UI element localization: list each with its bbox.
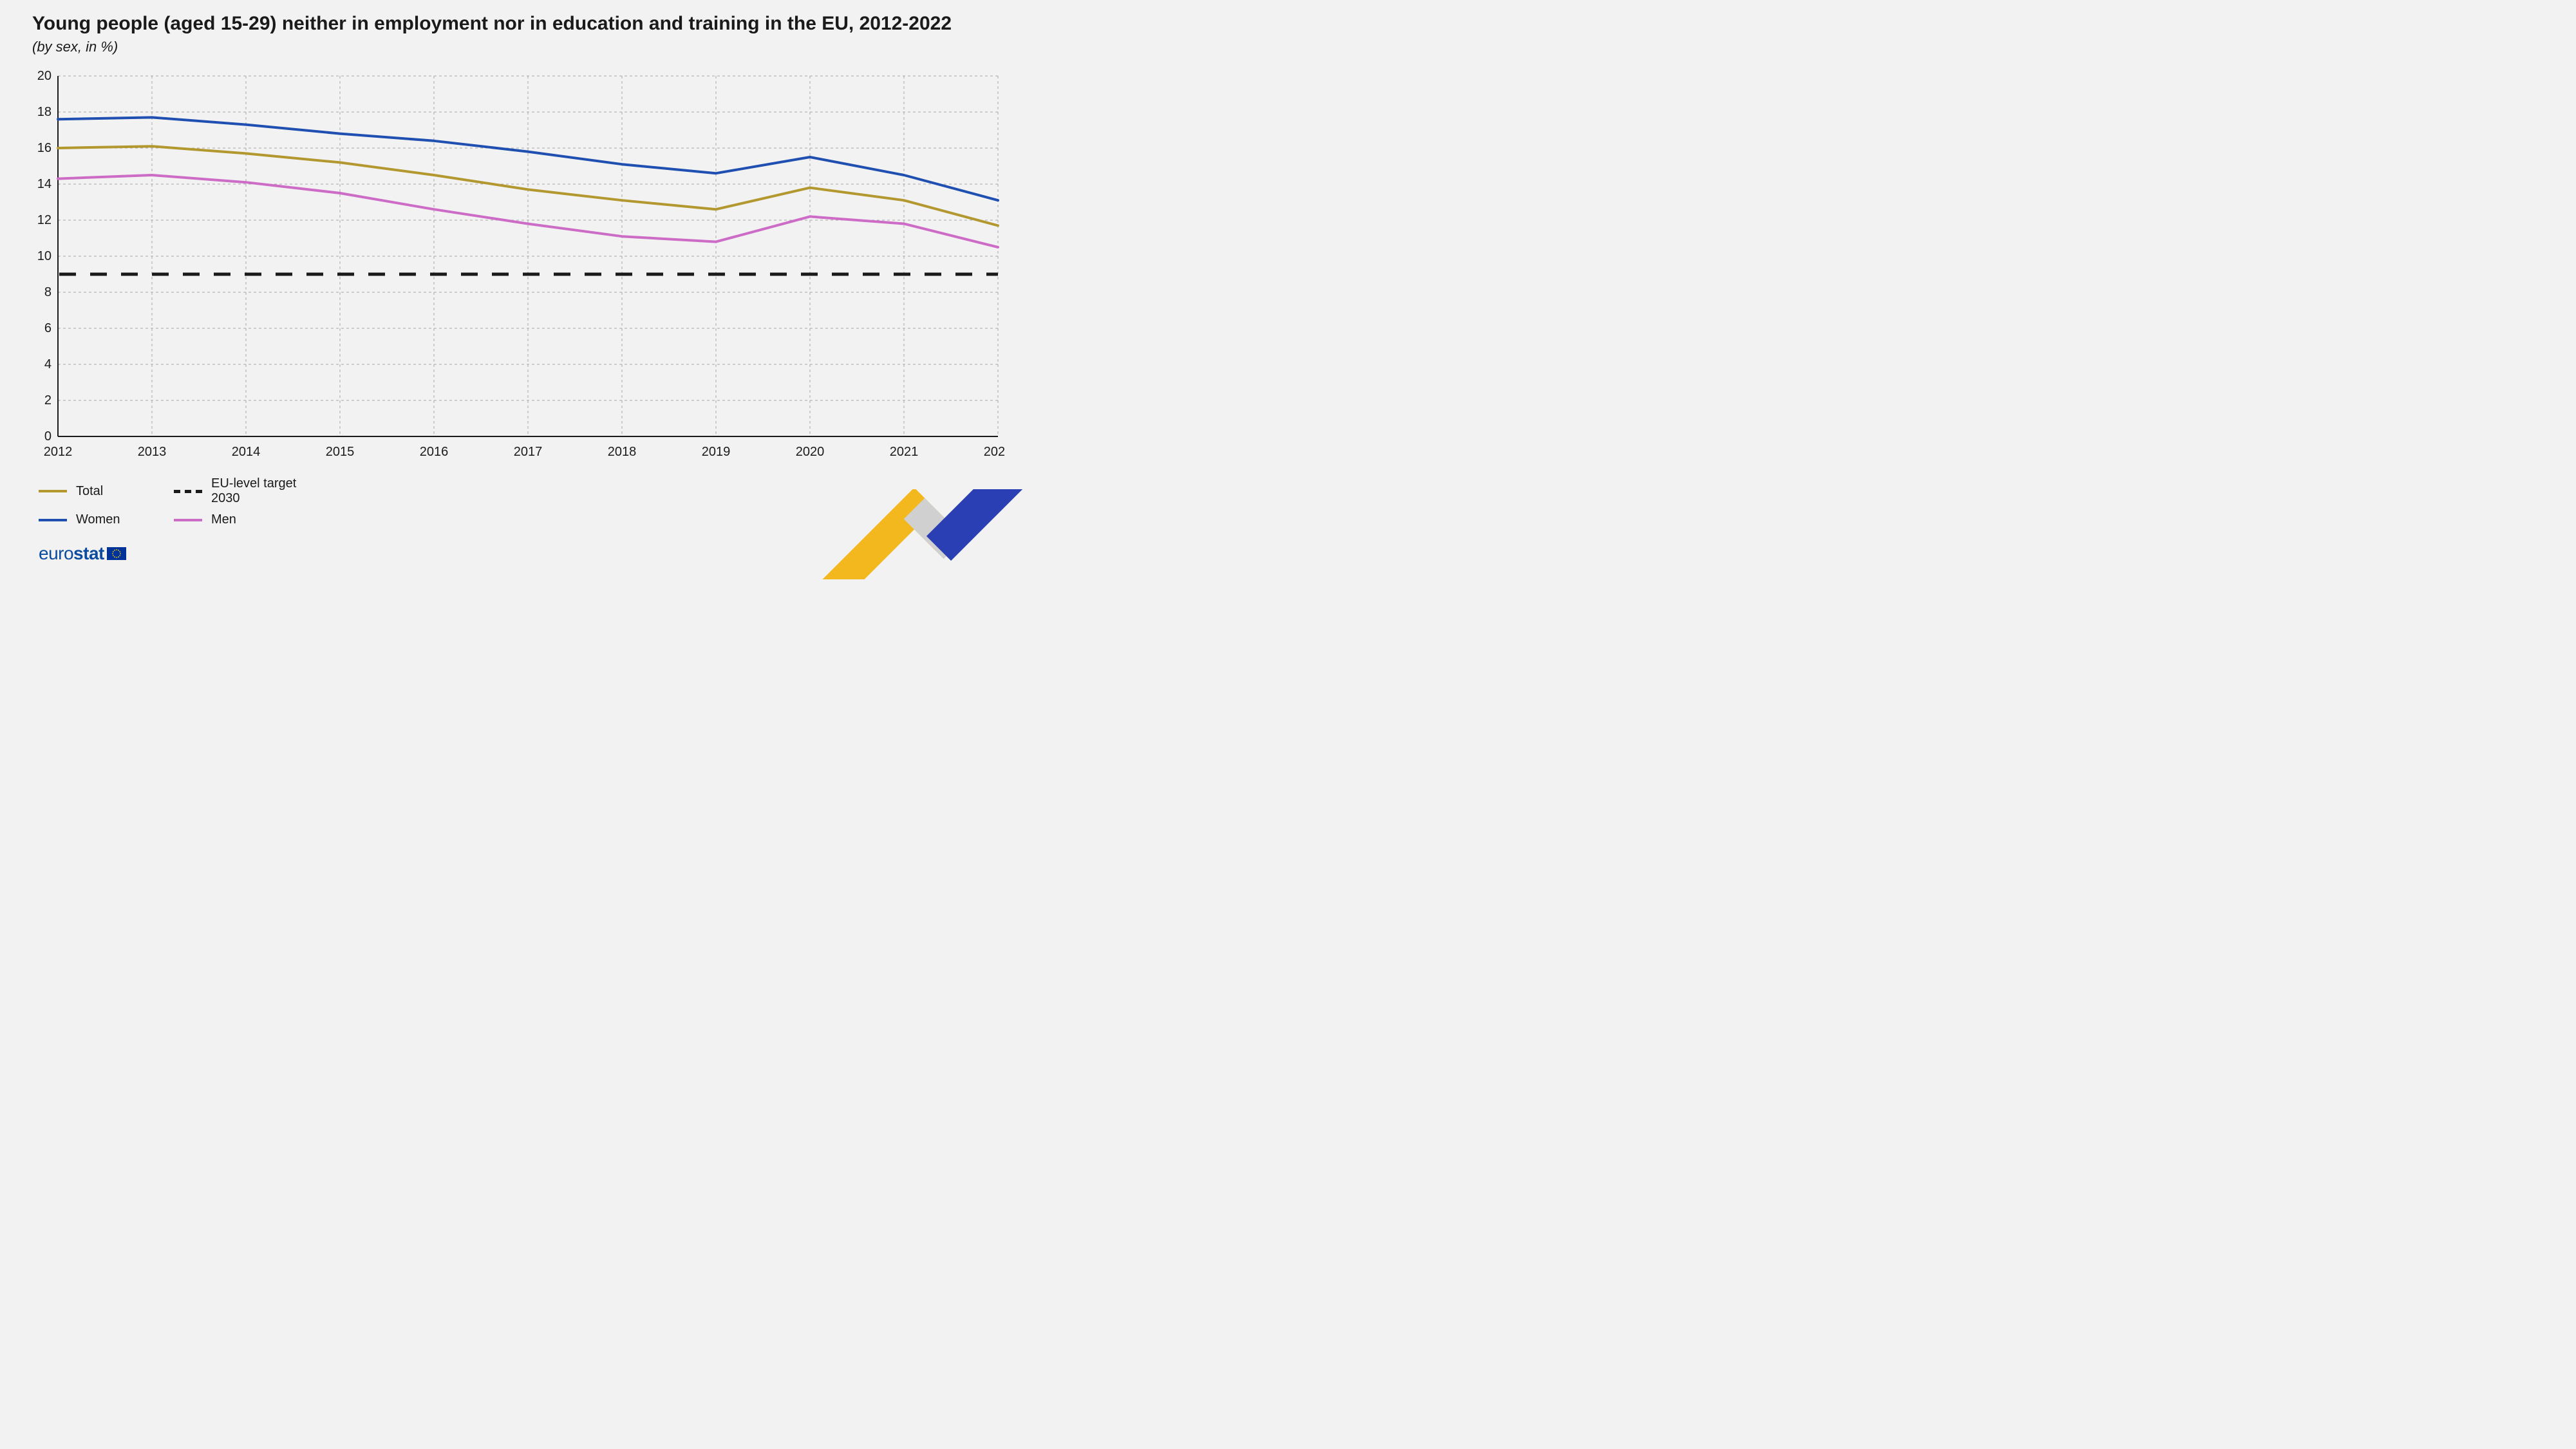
y-tick-label: 4 [44,357,52,371]
legend-label: Total [76,484,103,499]
legend-label: Men [211,512,236,527]
y-tick-label: 16 [37,141,52,155]
chart-title: Young people (aged 15-29) neither in emp… [32,13,952,35]
brand-text-bold: stat [73,543,104,563]
y-tick-label: 10 [37,249,52,263]
x-tick-label: 2013 [138,445,167,459]
legend-label: Women [76,512,120,527]
y-tick-label: 18 [37,105,52,119]
legend-item-target: EU-level target 2030 [174,476,309,506]
x-tick-label: 2021 [890,445,919,459]
x-tick-label: 2018 [608,445,637,459]
x-tick-label: 2012 [44,445,73,459]
chart-card: Young people (aged 15-29) neither in emp… [0,0,1030,579]
y-tick-label: 6 [44,321,52,335]
corner-decoration-svg [805,489,1030,579]
y-tick-label: 2 [44,393,52,407]
x-tick-label: 2015 [326,445,355,459]
eurostat-logo: eurostat [39,543,126,564]
y-tick-label: 20 [37,71,52,83]
legend-item-total: Total [39,476,174,506]
legend-item-women: Women [39,512,174,527]
legend-swatch [174,490,202,493]
corner-decoration [805,489,1030,579]
eu-flag-icon [107,547,126,560]
x-tick-label: 2014 [232,445,261,459]
y-tick-label: 8 [44,285,52,299]
legend-label: EU-level target 2030 [211,476,309,506]
x-tick-label: 2022 [984,445,1004,459]
y-tick-label: 0 [44,429,52,444]
legend-swatch [174,519,202,521]
chart-subtitle: (by sex, in %) [32,39,118,55]
x-tick-label: 2017 [514,445,543,459]
y-tick-label: 12 [37,213,52,227]
legend-item-men: Men [174,512,309,527]
x-tick-label: 2020 [796,445,825,459]
line-chart: 0 2 4 6 8 10 12 14 16 18 20 2012 2013 2014 2015 2016 201… [32,71,1004,462]
legend: Total EU-level target 2030 Women Men [39,476,309,527]
legend-swatch [39,490,67,492]
brand-text: eurostat [39,543,104,564]
x-tick-label: 2016 [420,445,449,459]
brand-text-light: euro [39,543,73,563]
y-tick-label: 14 [37,177,52,191]
legend-swatch [39,519,67,521]
x-tick-label: 2019 [702,445,731,459]
